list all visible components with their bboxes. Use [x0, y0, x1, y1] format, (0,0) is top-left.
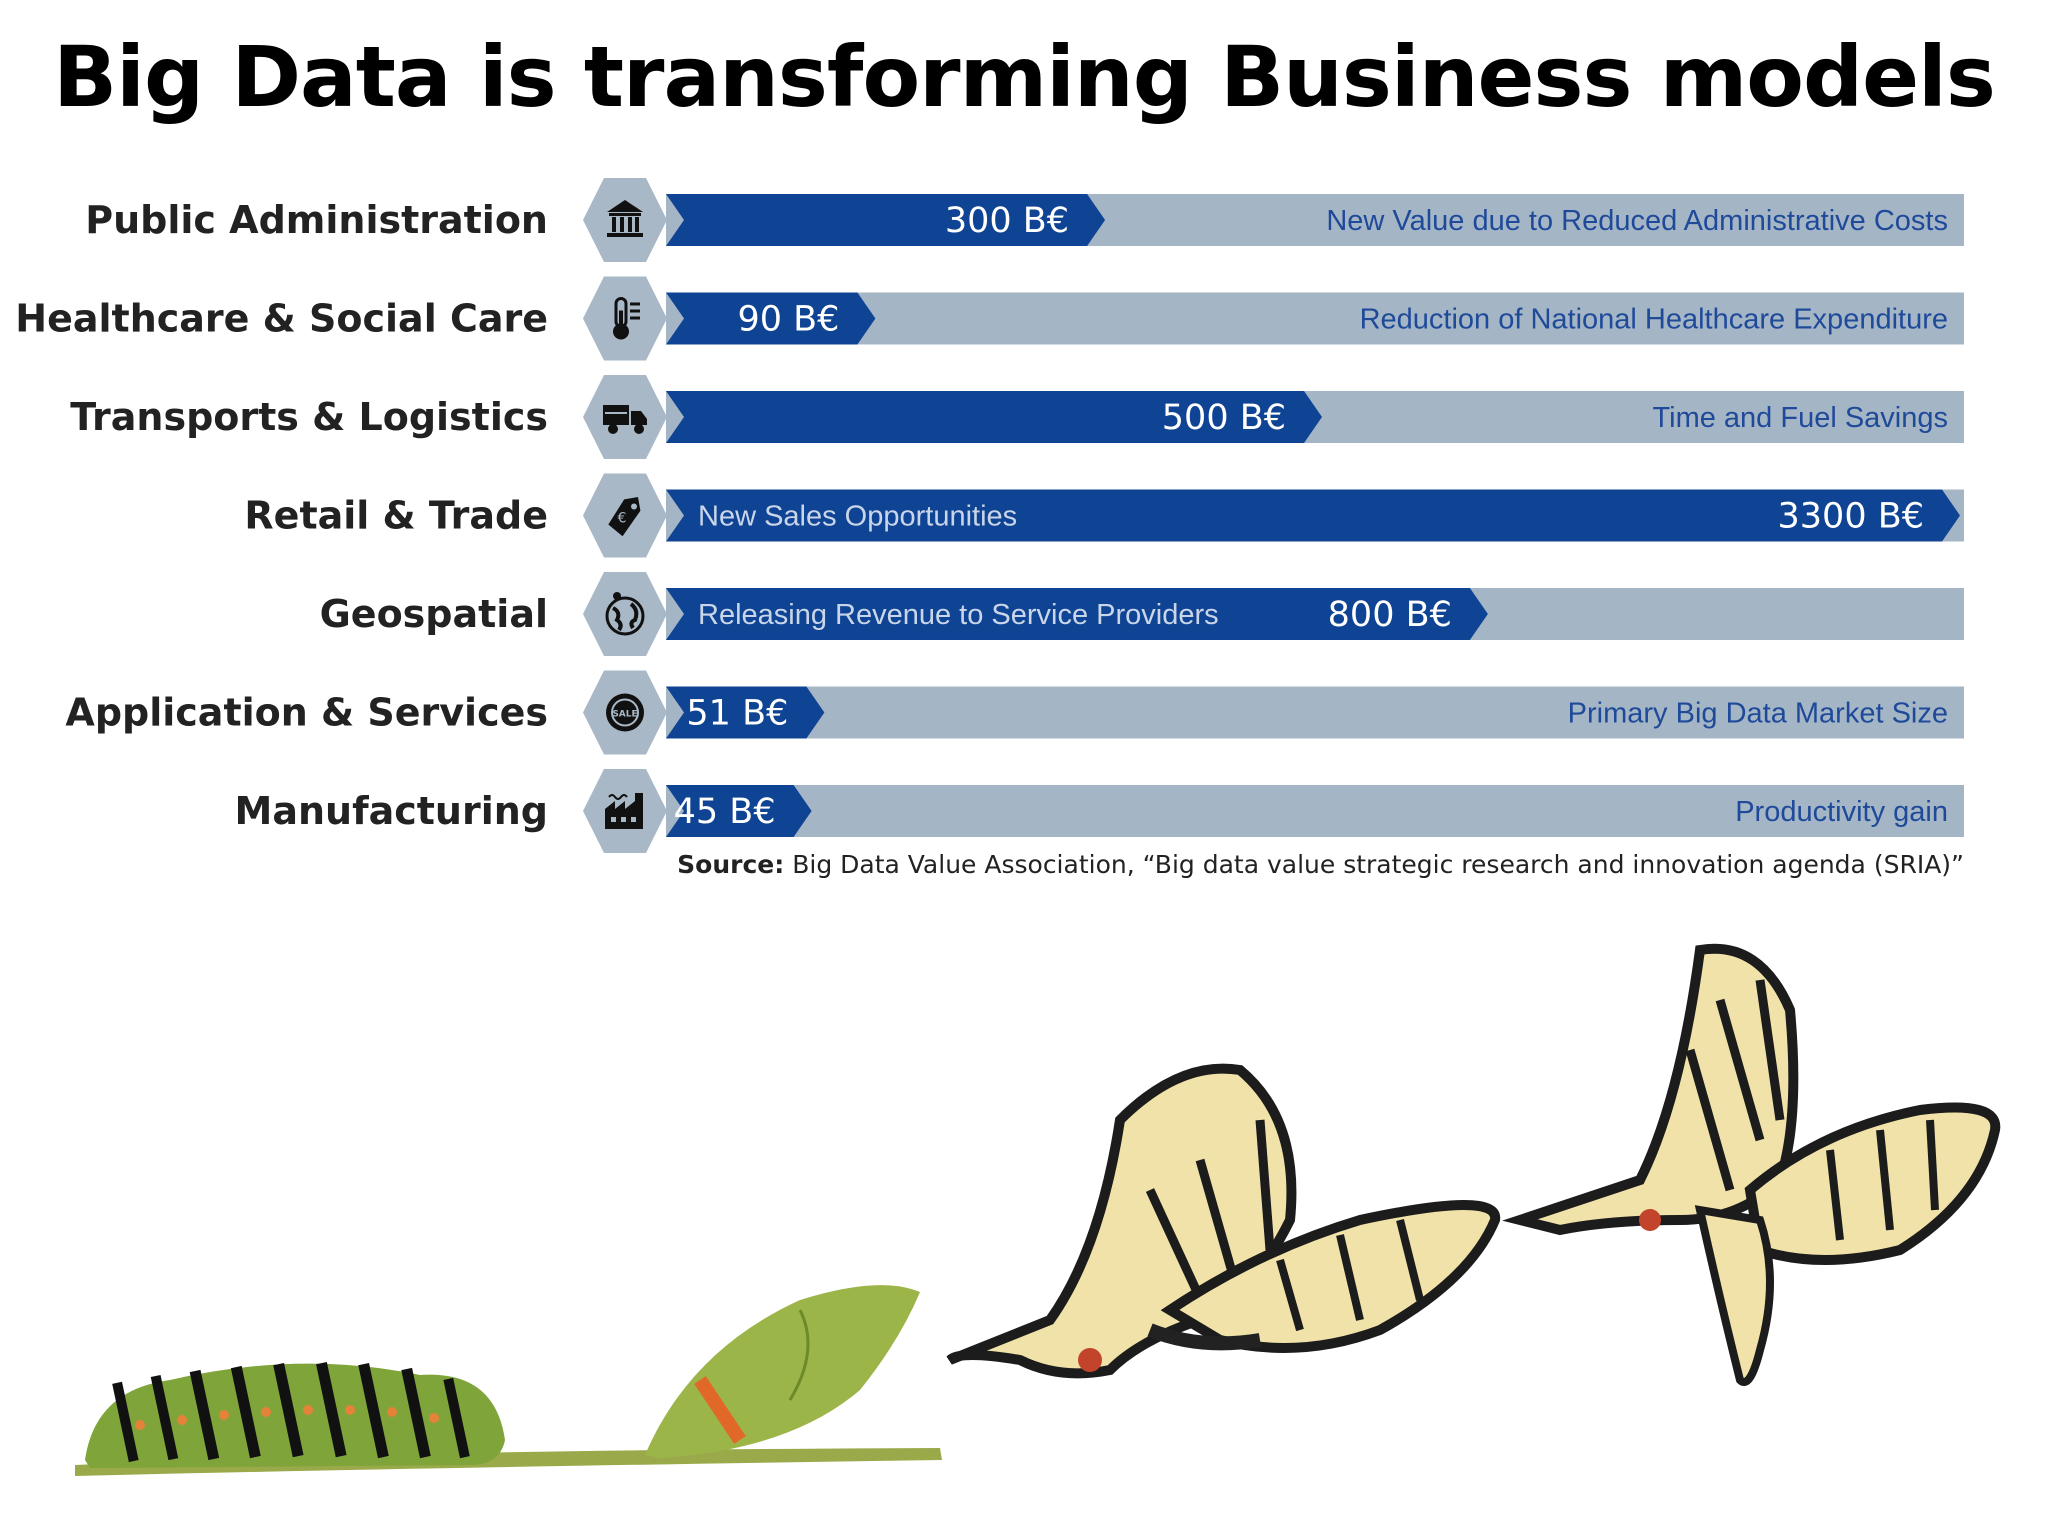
bar: [666, 489, 1960, 542]
bar-track: [666, 785, 1964, 837]
value-label: 500 B€: [1162, 398, 1286, 438]
icon-badge: [583, 178, 667, 262]
category-label: Manufacturing: [235, 789, 549, 833]
bar-row: Public Administration 300 B€ New Value due…: [85, 178, 1964, 262]
metamorphosis-illustration: [75, 943, 2001, 1476]
page-title: Big Data is transforming Business models: [53, 28, 1996, 126]
bar-track: [666, 686, 1964, 739]
bar-row: Geospatial 800 B€ Releasing Revenue to Ser…: [320, 572, 1964, 656]
category-label: Geospatial: [320, 592, 548, 636]
bar-row: Manufacturing 45 B€ Productivity gain: [235, 769, 1964, 853]
chrysalis-image: [645, 1285, 920, 1458]
bar-track: [666, 292, 1964, 345]
value-label: 3300 B€: [1778, 497, 1924, 537]
category-label: Transports & Logistics: [70, 395, 548, 439]
bar-row: Application & Services 51 B€ Primary Big D…: [65, 670, 1964, 755]
bar: [666, 588, 1488, 640]
category-label: Application & Services: [65, 691, 548, 735]
butterfly-image: [946, 1063, 1501, 1379]
source-note: Source: Big Data Value Association, “Big…: [677, 850, 1964, 879]
bar: [666, 785, 812, 837]
sale-badge-icon: [605, 692, 645, 733]
bar-row: Healthcare & Social Care 90 B€ Reduction o…: [15, 276, 1964, 361]
description-label: Productivity gain: [1735, 796, 1948, 828]
bar-row: Transports & Logistics 500 B€ Time and Fue…: [70, 375, 1964, 459]
description-label: Time and Fuel Savings: [1652, 402, 1948, 434]
category-label: Healthcare & Social Care: [15, 297, 548, 341]
value-label: 800 B€: [1328, 595, 1452, 635]
bar: [666, 194, 1106, 246]
caterpillar-image: [85, 1362, 505, 1468]
bar: [666, 686, 825, 739]
source-label: Source:: [677, 850, 785, 879]
value-label: 300 B€: [945, 201, 1069, 241]
icon-badge: [583, 572, 667, 656]
description-label: Releasing Revenue to Service Providers: [698, 599, 1219, 631]
description-label: New Sales Opportunities: [698, 501, 1017, 533]
bar: [666, 391, 1322, 443]
value-label: 45 B€: [674, 792, 776, 832]
value-label: 51 B€: [686, 694, 788, 734]
description-label: New Value due to Reduced Administrative …: [1326, 205, 1948, 237]
category-label: Retail & Trade: [244, 494, 548, 538]
bar-row: Retail & Trade 3300 B€ New Sales Opportuni…: [244, 473, 1964, 558]
category-label: Public Administration: [85, 198, 548, 242]
description-label: Reduction of National Healthcare Expendi…: [1360, 304, 1948, 336]
butterfly-image: [1502, 943, 2001, 1386]
branch-image: [75, 1448, 942, 1476]
value-label: 90 B€: [737, 300, 839, 340]
source-text: Big Data Value Association, “Big data va…: [792, 850, 1964, 879]
bar: [666, 292, 876, 345]
description-label: Primary Big Data Market Size: [1568, 698, 1948, 730]
